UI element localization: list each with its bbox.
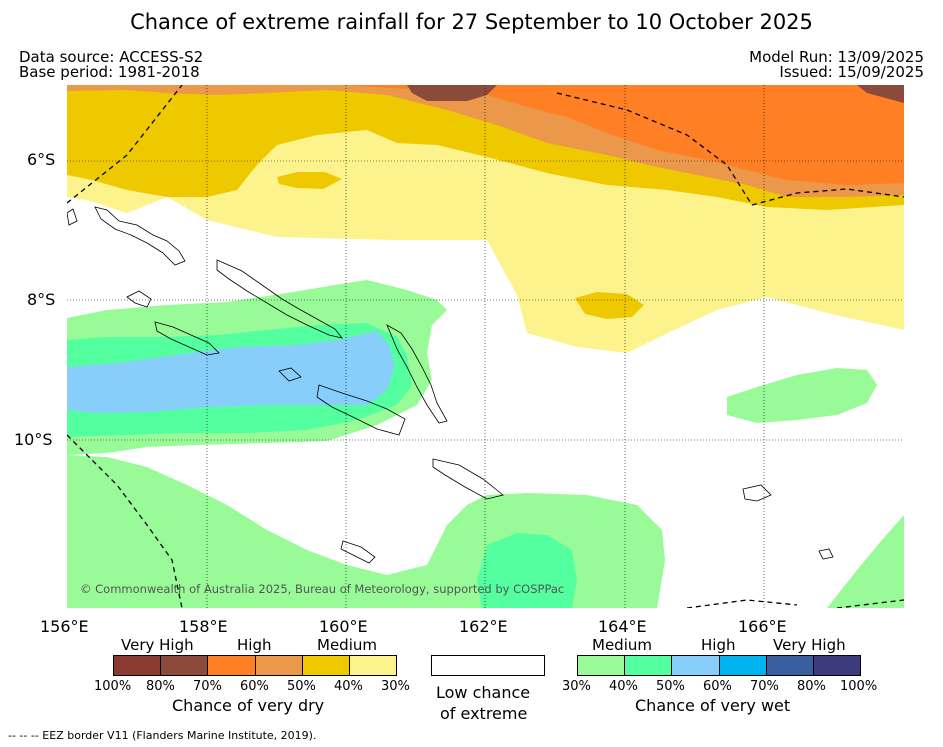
wet-south-green-patch xyxy=(477,533,577,608)
lat-label-8s: 8°S xyxy=(27,290,56,309)
wet-tick-70: 70% xyxy=(750,679,779,694)
wet-southeast-region xyxy=(827,515,904,608)
lon-label-162e: 162°E xyxy=(459,617,508,636)
wet-green-east-patch xyxy=(727,368,877,423)
model-run: Model Run: 13/09/2025 xyxy=(749,48,924,66)
lon-label-160e: 160°E xyxy=(319,617,368,636)
dry-swatch-2 xyxy=(161,656,209,675)
dry-level-very-high: Very High xyxy=(121,636,194,654)
dry-tick-100: 100% xyxy=(94,679,132,694)
dry-swatch-4 xyxy=(255,656,303,675)
eez-borders xyxy=(67,85,904,608)
map-gridlines xyxy=(67,85,904,608)
dry-tick-30: 30% xyxy=(381,679,410,694)
lon-label-156e: 156°E xyxy=(40,617,89,636)
dry-swatch-3 xyxy=(208,656,256,675)
copyright-notice: © Commonwealth of Australia 2025, Bureau… xyxy=(80,582,565,596)
lon-label-166e: 166°E xyxy=(738,617,787,636)
wet-tick-50: 50% xyxy=(656,679,685,694)
dry-yellow-patch xyxy=(575,292,644,319)
dry-swatch-6 xyxy=(349,656,397,675)
data-source: Data source: ACCESS-S2 xyxy=(19,48,204,66)
dry-tick-60: 60% xyxy=(240,679,269,694)
wet-tick-100: 100% xyxy=(840,679,878,694)
dry-tick-80: 80% xyxy=(146,679,175,694)
wet-blue-region xyxy=(67,331,395,413)
wet-colorbar xyxy=(577,655,861,676)
low-chance-label-2: of extreme xyxy=(440,704,528,723)
dry-tick-40: 40% xyxy=(334,679,363,694)
dry-orange-region xyxy=(347,85,904,185)
wet-swatch-6 xyxy=(813,656,861,675)
lon-label-158e: 158°E xyxy=(179,617,228,636)
dry-brown-region-east xyxy=(857,85,904,103)
dry-swatch-5 xyxy=(302,656,350,675)
dry-yellow-patch-small xyxy=(277,172,342,189)
wet-swatch-5 xyxy=(766,656,814,675)
dry-colorbar xyxy=(113,655,397,676)
wet-tick-30: 30% xyxy=(562,679,591,694)
wet-tick-60: 60% xyxy=(703,679,732,694)
dry-brown-region xyxy=(407,85,497,101)
island-coastlines xyxy=(67,206,834,564)
eez-footnote: -- -- -- EEZ border V11 (Flanders Marine… xyxy=(8,729,317,742)
low-chance-label-1: Low chance xyxy=(436,683,531,702)
wet-swatch-3 xyxy=(672,656,720,675)
wet-tick-40: 40% xyxy=(609,679,638,694)
wet-tick-80: 80% xyxy=(797,679,826,694)
wet-level-high: High xyxy=(701,636,736,654)
dry-tick-50: 50% xyxy=(287,679,316,694)
wet-level-medium: Medium xyxy=(592,636,652,654)
dry-level-medium: Medium xyxy=(317,636,377,654)
map-title: Chance of extreme rainfall for 27 Septem… xyxy=(130,10,813,34)
base-period: Base period: 1981-2018 xyxy=(19,63,200,81)
low-chance-swatch xyxy=(431,655,545,676)
lat-label-6s: 6°S xyxy=(27,150,56,169)
wet-swatch-4 xyxy=(719,656,767,675)
dry-swatch-1 xyxy=(114,656,162,675)
wet-level-very-high: Very High xyxy=(773,636,846,654)
dry-tick-70: 70% xyxy=(193,679,222,694)
lat-label-10s: 10°S xyxy=(14,430,53,449)
wet-legend-label: Chance of very wet xyxy=(635,696,791,715)
dry-legend-label: Chance of very dry xyxy=(172,696,325,715)
issued-date: Issued: 15/09/2025 xyxy=(779,63,924,81)
rainfall-map: © Commonwealth of Australia 2025, Bureau… xyxy=(67,85,904,608)
wet-swatch-1 xyxy=(578,656,626,675)
dry-level-high: High xyxy=(237,636,272,654)
wet-swatch-2 xyxy=(625,656,673,675)
lon-label-164e: 164°E xyxy=(598,617,647,636)
